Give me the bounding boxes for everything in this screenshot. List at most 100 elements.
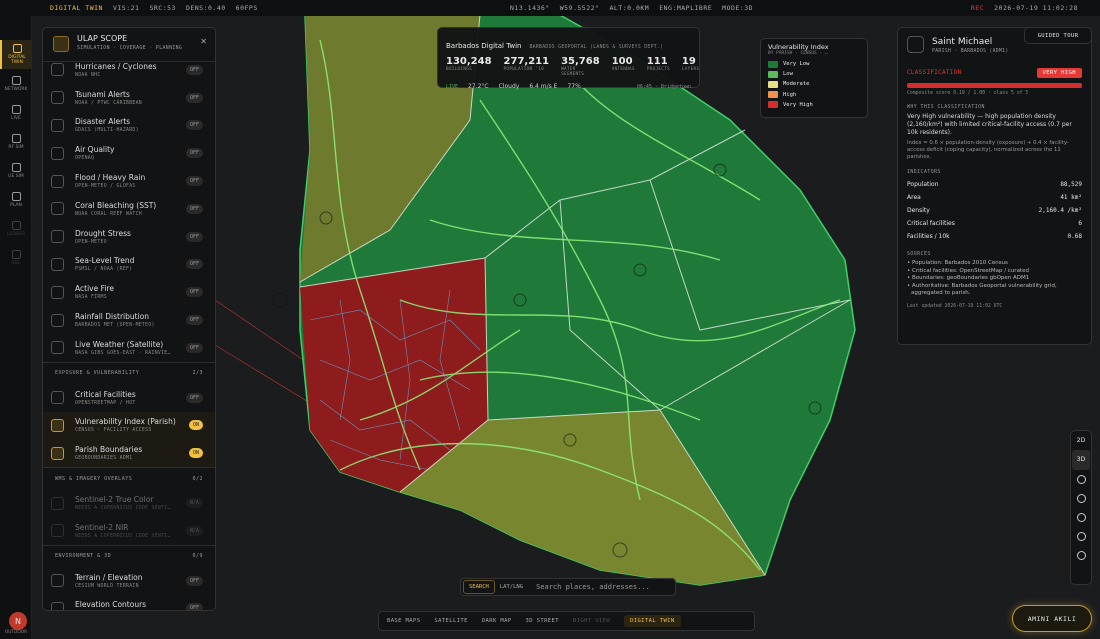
view-toggle[interactable]: 3D [1072,450,1090,470]
legend-items: Very Low Low Moderate High Very High [768,59,860,110]
layer-toggle[interactable]: OFF [185,392,203,403]
layer-name: Sentinel-2 NIR [75,522,129,532]
scope-header: ULAP SCOPE SIMULATION · COVERAGE · PLANN… [43,28,215,62]
layer-toggle[interactable]: OFF [185,575,203,586]
layer-row[interactable]: Sea-Level Trend PSMSL / NOAA (REF) OFF [43,251,215,279]
rec-indicator: REC [970,4,985,12]
layer-row[interactable]: Live Weather (Satellite) NASA GIBS GOES-E… [43,334,215,362]
layer-row[interactable]: Drought Stress OPEN-METEO OFF [43,223,215,251]
logo[interactable] [0,16,32,40]
weather-humidity: 77% [567,83,581,90]
nav-item[interactable]: LIVE [0,98,32,127]
layer-icon [51,341,64,355]
map-tool[interactable] [1076,531,1086,541]
layer-row[interactable]: Critical Facilities OPENSTREETMAP / HOT OF… [43,384,215,412]
twin-stat-value: 100 [611,56,633,67]
layer-icon [51,257,64,271]
layer-row[interactable]: Hurricanes / Cyclones NOAA NHC OFF [43,56,215,84]
layer-row[interactable]: Terrain / Elevation CESIUM WORLD TERRAIN O… [43,567,215,595]
layer-row[interactable]: Tsunami Alerts NOAA / PTWC CARIBBEAN OFF [43,84,215,112]
nav-item[interactable]: DIGITAL TWIN [0,40,32,69]
layer-toggle[interactable]: ON [188,448,203,459]
brand: DIGITAL TWIN [50,4,103,12]
layer-toggle[interactable]: N/A [185,525,203,536]
basemap-option[interactable]: DIGITAL TWIN [624,615,681,627]
close-button[interactable]: ✕ [200,37,207,46]
layer-row[interactable]: Air Quality OPENAQ OFF [43,139,215,167]
layer-row[interactable]: Rainfall Distribution BARBADOS MET (OPEN-… [43,306,215,334]
indicator-label: Density [907,207,930,214]
group-header[interactable]: ENVIRONMENT & 3D 0/9 [43,544,215,567]
class-badge: VERY HIGH [1036,68,1082,78]
nav-item[interactable]: PLAN [0,185,32,214]
basemap-option[interactable]: 3D STREET [525,618,559,624]
layer-row[interactable]: Sentinel-2 NIR NEEDS A COPERNICUS CODE SE… [43,517,215,545]
nav-item[interactable]: UE SIM [0,156,32,185]
coordinate: ENG:MAPLIBRE [659,4,713,12]
layer-toggle[interactable]: OFF [185,176,203,187]
layer-toggle[interactable]: OFF [185,120,203,131]
basemap-option[interactable]: DARK MAP [481,618,512,624]
layer-toggle[interactable]: ON [188,420,203,431]
layer-toggle[interactable]: OFF [185,259,203,270]
map-tool[interactable] [1076,512,1086,522]
layer-toggle[interactable]: N/A [185,498,203,509]
search-input[interactable]: Search places, addresses... [536,583,650,591]
streets [309,289,481,471]
layer-toggle[interactable]: OFF [185,342,203,353]
twin-stat: 277,211 POPULATION '10 [504,56,550,77]
twin-stats: 130,248 BUILDINGS 277,211 POPULATION '10 35,… [446,56,699,77]
layer-toggle[interactable]: OFF [185,148,203,159]
group-header[interactable]: EXPOSURE & VULNERABILITY 2/3 [43,361,215,384]
layer-toggle[interactable]: OFF [185,92,203,103]
layer-row[interactable]: Active Fire NASA FIRMS OFF [43,278,215,306]
layer-row[interactable]: Flood / Heavy Rain OPEN-METEO / GLOFAS OFF [43,167,215,195]
layer-row[interactable]: Parish Boundaries GEOBOUNDARIES ADM1 ON [43,439,215,468]
layer-icon [51,446,64,460]
nav-item[interactable]: LEDGER [0,214,32,243]
layer-toggle[interactable]: OFF [185,203,203,214]
coordinate: N13.1436° [510,4,550,12]
nav-item[interactable]: NETWORK [0,69,32,98]
layer-toggle[interactable]: OFF [185,603,203,610]
layer-row[interactable]: Elevation ContoursOPENTOPOMAP OFF [43,595,215,610]
twin-card: Barbados Digital Twin BARBADOS GEOPORTAL … [437,27,700,90]
layer-row[interactable]: Coral Bleaching (SST) NOAA CORAL REEF WAT… [43,195,215,223]
layer-source: GDACS (MULTI-HAZARD) [75,128,139,134]
latlng-mode[interactable]: LAT/LNG [499,584,524,590]
nav-item[interactable]: SQL [0,243,32,272]
layer-toggle[interactable]: OFF [185,287,203,298]
layer-toggle[interactable]: OFF [185,315,203,326]
weather-time: 06:45 · Bridgetown [636,83,691,90]
status-stat: DENS:0.40 [185,4,226,12]
group-header[interactable]: WMS & IMAGERY OVERLAYS 0/2 [43,467,215,489]
user-avatar[interactable]: N [9,612,27,630]
map-tool[interactable] [1076,474,1086,484]
layer-toggle[interactable]: OFF [185,231,203,242]
layer-name: Coral Bleaching (SST) [75,200,157,210]
assistant-button[interactable]: AMINI AKILI [1012,605,1092,632]
map-tool[interactable] [1076,493,1086,503]
layer-source: CESIUM WORLD TERRAIN [75,583,139,589]
basemap-option[interactable]: NIGHT VIEW [572,618,611,624]
view-toggle[interactable]: 2D [1076,437,1086,445]
layer-toggle[interactable]: OFF [185,64,203,75]
parish-subtitle: PARISH · BARBADOS (ADM1) [932,49,1009,54]
nav-label: DIGITAL TWIN [8,55,26,65]
layer-row[interactable]: Sentinel-2 True Color NEEDS A COPERNICUS … [43,489,215,517]
layer-row[interactable]: Disaster Alerts GDACS (MULTI-HAZARD) OFF [43,112,215,140]
layer-source: NEEDS A COPERNICUS CODE SENTI… [75,506,171,512]
map-tool[interactable] [1076,550,1086,560]
layer-source: NEEDS A COPERNICUS CODE SENTI… [75,533,171,539]
guided-tour-button[interactable]: GUIDED TOUR [1024,27,1092,44]
layer-icon [51,496,64,510]
layer-row[interactable]: Vulnerability Index (Parish) CENSUS · FAC… [43,411,215,440]
search-mode[interactable]: SEARCH [463,580,495,594]
layer-icon [51,313,64,327]
nav-item[interactable]: RF SIM [0,127,32,156]
layer-icon [51,174,64,188]
legend-label: Moderate [783,81,810,88]
basemap-option[interactable]: SATELLITE [434,618,468,624]
layer-name: Live Weather (Satellite) [75,339,164,349]
